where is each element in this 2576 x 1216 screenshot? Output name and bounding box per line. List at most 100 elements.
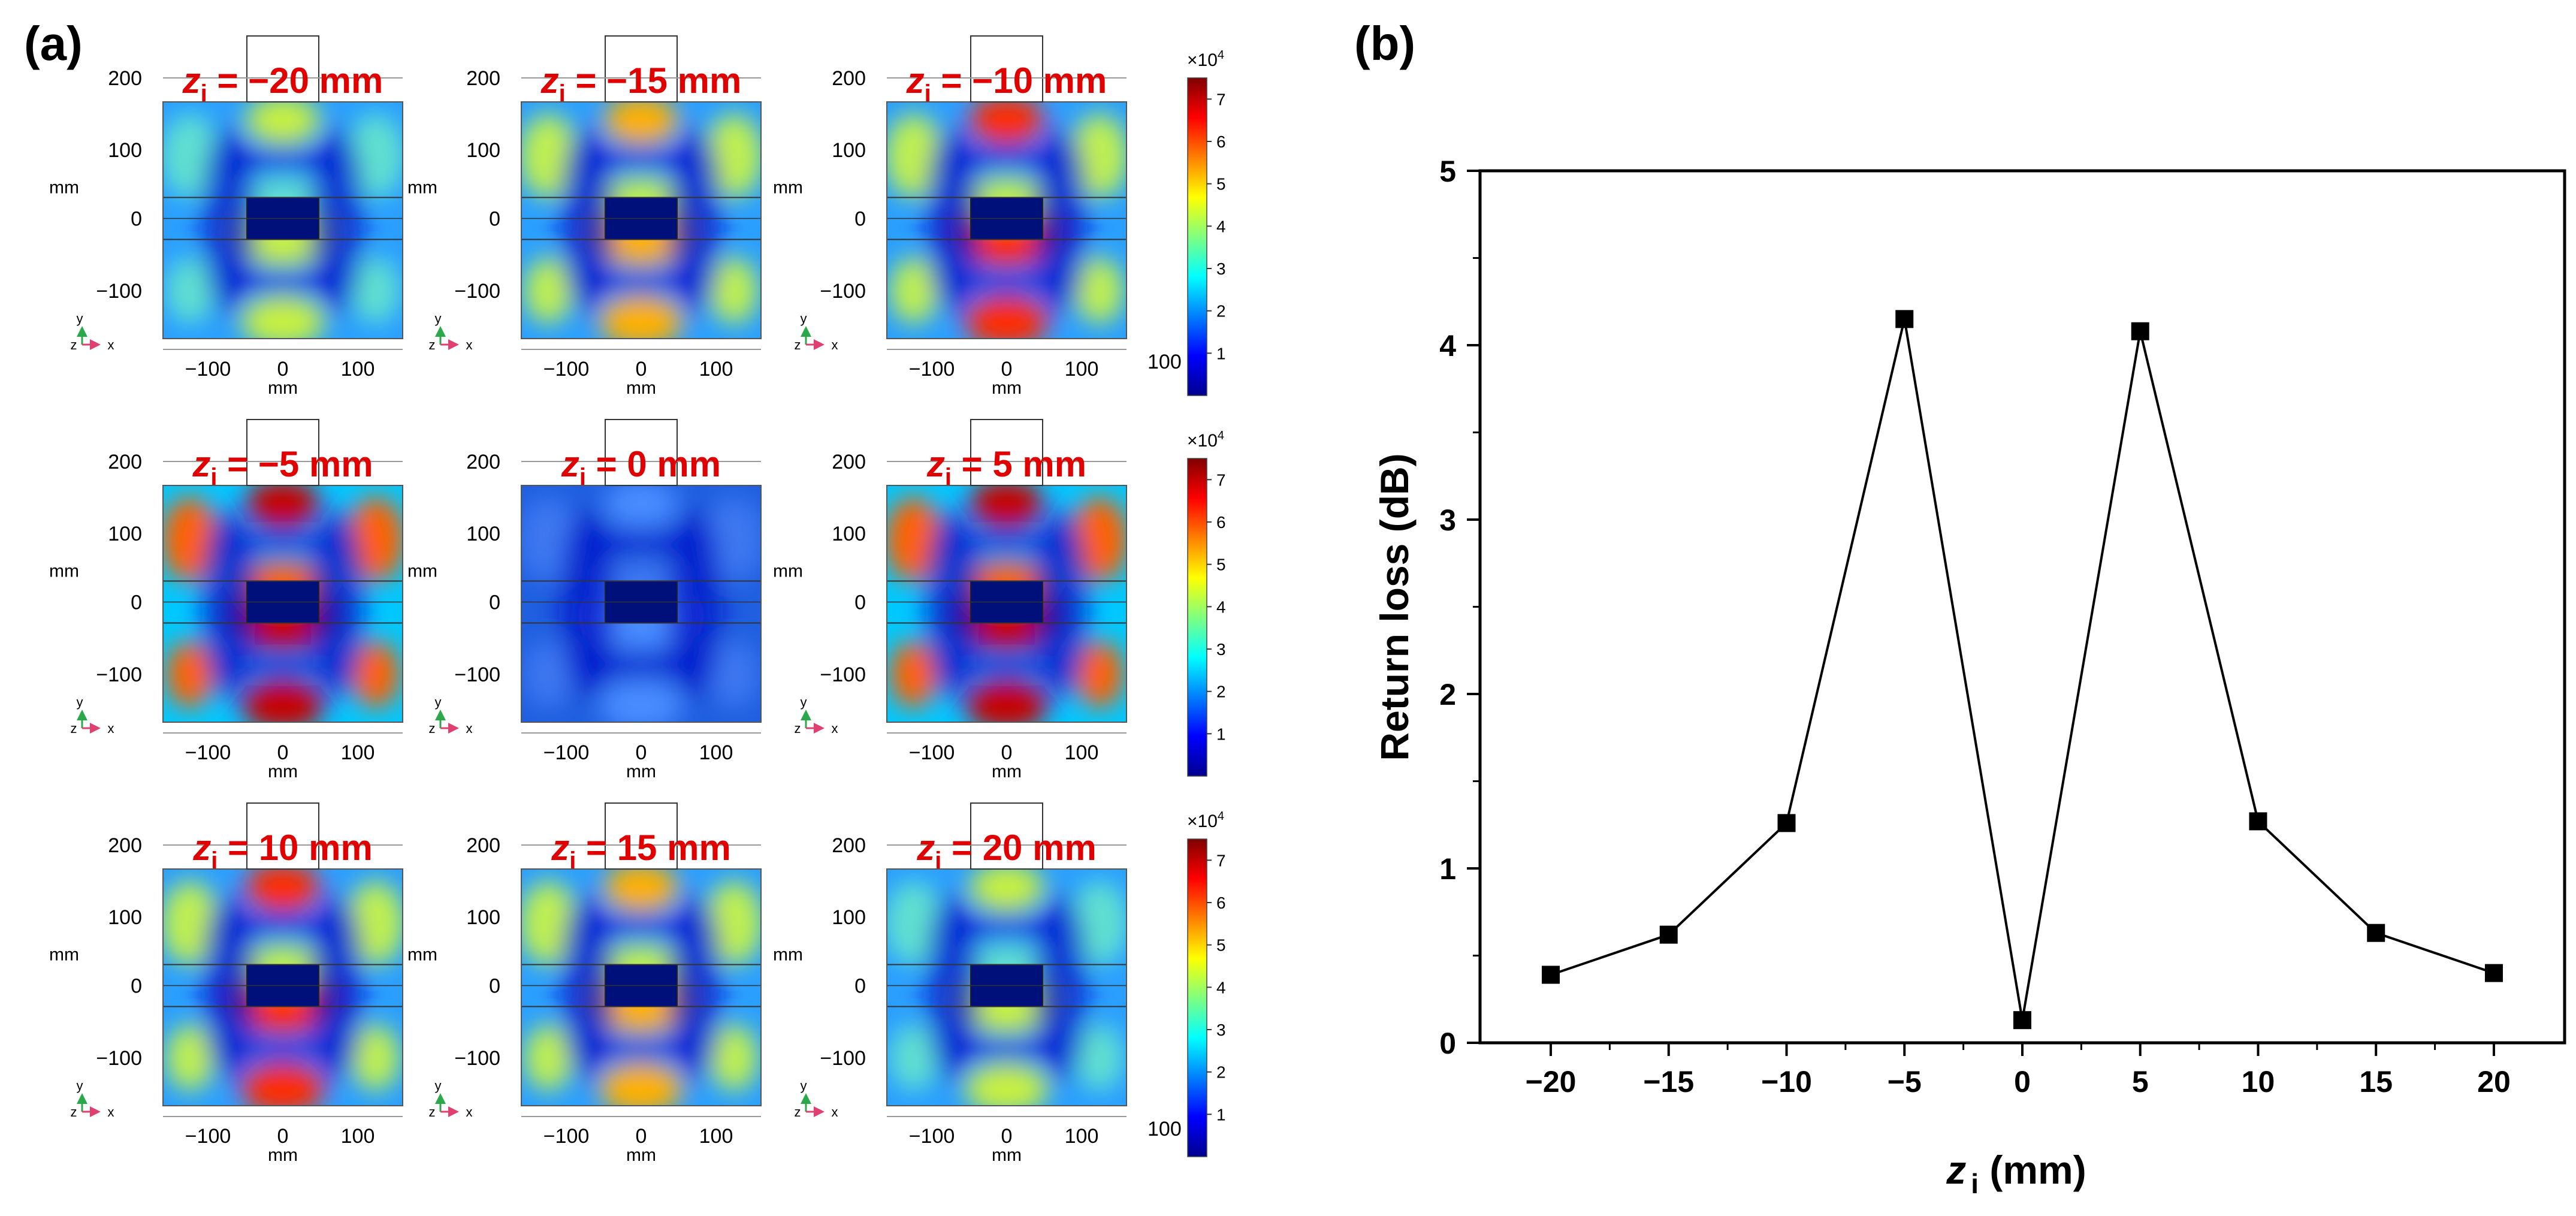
data-point — [1895, 310, 1914, 328]
triad-z: z — [71, 721, 77, 736]
y-unit-label: mm — [773, 562, 803, 581]
y-unit-label: mm — [407, 178, 437, 198]
field-map-8: 200 100 0 −100 −100 0 100 mm mm yz x zi = 20 mm — [773, 802, 1127, 1165]
colorbar-tick-label: 6 — [1216, 132, 1226, 151]
y-tick-label: 3 — [1439, 503, 1456, 537]
field-map-5: 200 100 0 −100 −100 0 100 mm mm yz x zi = 5 mm — [773, 419, 1127, 782]
y-tick-label: 0 — [489, 592, 500, 614]
colorbar-tick-label: 5 — [1216, 175, 1226, 194]
y-tick-label: 1 — [1439, 852, 1456, 886]
y-tick-label: −100 — [820, 663, 866, 686]
colorbar-tick-label: 3 — [1216, 640, 1226, 659]
colorbar-tick-label: 4 — [1216, 217, 1226, 236]
x-tick-label: −20 — [1526, 1065, 1577, 1099]
colorbar-gradient — [1187, 77, 1207, 396]
feed-box — [246, 802, 319, 870]
triad-y: y — [801, 1078, 807, 1093]
y-tick-label: 0 — [489, 975, 500, 998]
triad-x: x — [466, 1105, 473, 1120]
map-title: zi = 20 mm — [916, 828, 1097, 874]
colorbar-tick-label: 2 — [1216, 1063, 1226, 1082]
feed-box — [246, 419, 319, 486]
y-tick-label: 100 — [832, 906, 866, 929]
x-unit-label: mm — [268, 378, 298, 398]
stray-tick-label: 100 — [1147, 351, 1182, 373]
colorbar-0: ×104 1 2 3 4 5 6 7 — [1187, 49, 1226, 396]
y-tick-label: 100 — [832, 523, 866, 545]
colorbar-multiplier: ×104 — [1187, 49, 1224, 70]
x-unit-label: mm — [626, 378, 656, 398]
triad-z: z — [429, 721, 436, 736]
colorbar-2: ×104 1 2 3 4 5 6 7 — [1187, 810, 1226, 1157]
x-tick-label: −10 — [1761, 1065, 1812, 1099]
y-tick-label: 100 — [108, 139, 142, 162]
x-tick-label: 0 — [1001, 358, 1013, 381]
data-point — [2131, 322, 2149, 340]
y-tick-label: −100 — [96, 1047, 142, 1070]
triad-y: y — [77, 1078, 83, 1093]
x-unit-label: mm — [992, 762, 1022, 782]
colorbar-tick-label: 4 — [1216, 598, 1226, 616]
y-tick-label: −100 — [96, 280, 142, 303]
y-tick-label: 0 — [854, 592, 866, 614]
y-tick-label: 0 — [131, 208, 142, 231]
x-tick-label: 0 — [277, 741, 289, 764]
triad-x: x — [466, 337, 473, 352]
colorbar-tick-label: 7 — [1216, 851, 1226, 870]
y-tick-label: 0 — [131, 592, 142, 614]
colorbar-tick-label: 1 — [1216, 725, 1226, 743]
map-title: zi = 10 mm — [192, 828, 373, 874]
plot-frame — [1478, 169, 2566, 1045]
y-tick-label: −100 — [820, 280, 866, 303]
data-point — [1659, 925, 1678, 944]
y-tick-label: 0 — [854, 975, 866, 998]
x-tick-label: −100 — [543, 1125, 590, 1148]
colorbar-tick-label: 2 — [1216, 302, 1226, 321]
y-tick-label: 200 — [108, 451, 142, 473]
triad-y: y — [77, 695, 83, 710]
x-tick-label: 0 — [1001, 1125, 1013, 1148]
series-markers — [1542, 310, 2503, 1030]
triad-y: y — [801, 695, 807, 710]
x-tick-label: −100 — [185, 358, 231, 381]
x-tick-label: 100 — [341, 358, 375, 381]
x-tick-label: 0 — [277, 1125, 289, 1148]
x-tick-label: 100 — [699, 741, 733, 764]
triad-x: x — [108, 721, 114, 736]
y-tick-label: −100 — [454, 663, 500, 686]
series-line — [1550, 318, 2495, 1021]
data-point — [2013, 1011, 2031, 1030]
x-tick-label: 100 — [341, 741, 375, 764]
feed-box — [605, 35, 678, 102]
y-unit-label: mm — [49, 945, 79, 965]
x-unit-label: mm — [626, 762, 656, 782]
x-unit-label: mm — [992, 1145, 1022, 1165]
x-unit-label: mm — [268, 1145, 298, 1165]
x-tick-label: 0 — [636, 741, 647, 764]
field-map-2: 200 100 0 −100 −100 0 100 mm mm yz x zi = −10 mm — [773, 35, 1127, 398]
y-tick-label: 5 — [1439, 155, 1456, 188]
colorbar-gradient — [1187, 458, 1207, 777]
y-unit-label: mm — [773, 945, 803, 965]
colorbar-tick-label: 3 — [1216, 1021, 1226, 1039]
x-axis-label-unit: (mm) — [1979, 1148, 2086, 1192]
colorbar-tick-label: 6 — [1216, 894, 1226, 912]
y-tick-label: −100 — [454, 1047, 500, 1070]
triad-x: x — [832, 337, 838, 352]
y-tick-label: 100 — [108, 523, 142, 545]
triad-x: x — [832, 721, 838, 736]
map-title: zi = −10 mm — [906, 61, 1107, 107]
x-tick-label: 0 — [636, 358, 647, 381]
x-tick-label: 15 — [2359, 1065, 2393, 1099]
stray-tick-label: 100 — [1147, 1118, 1182, 1140]
y-unit-label: mm — [49, 562, 79, 581]
colorbar-tick-label: 6 — [1216, 513, 1226, 532]
x-tick-label: 5 — [2132, 1065, 2149, 1099]
y-tick-label: 0 — [854, 208, 866, 231]
y-tick-label: 4 — [1439, 329, 1456, 363]
x-tick-label: 100 — [1065, 1125, 1099, 1148]
feed-box — [970, 802, 1043, 870]
triad-x: x — [108, 1105, 114, 1120]
return-loss-chart: −20 −15 −10 −5 0 5 10 15 20 0 1 2 3 4 5 Return loss (… — [1372, 155, 2566, 1199]
